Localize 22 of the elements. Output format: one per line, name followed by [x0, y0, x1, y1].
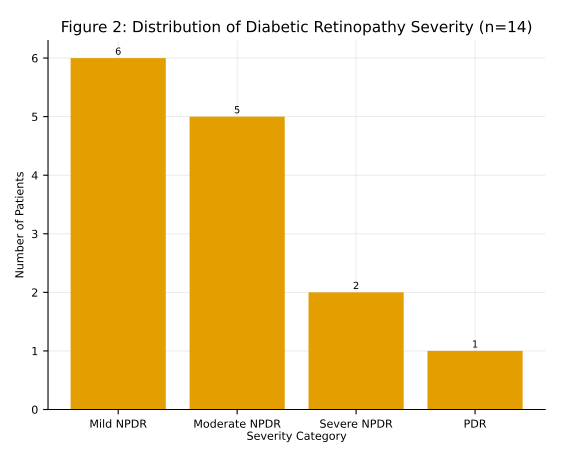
y-axis-title: Number of Patients [14, 172, 24, 278]
y-tick-label: 5 [32, 112, 38, 122]
data-label: 1 [473, 340, 478, 348]
x-axis-title: Severity Category [247, 431, 346, 442]
x-tick-label: Severe NPDR [320, 419, 392, 428]
bar [427, 350, 523, 410]
bar [70, 58, 166, 410]
x-tick-label: Moderate NPDR [194, 419, 281, 428]
bar [308, 292, 404, 410]
x-tick-label: PDR [464, 420, 486, 428]
y-tick-label: 2 [32, 288, 38, 297]
data-label: 2 [354, 282, 358, 289]
y-tick-label: 4 [32, 171, 38, 180]
bar [190, 116, 285, 410]
x-tick-label: Mild NPDR [90, 419, 147, 428]
y-tick-label: 3 [32, 230, 38, 238]
y-tick-label: 0 [32, 405, 38, 414]
data-label: 5 [234, 106, 240, 114]
y-tick-label: 1 [32, 347, 38, 356]
data-label: 6 [116, 47, 121, 55]
y-tick-label: 6 [32, 54, 38, 62]
chart-title: Figure 2: Distribution of Diabetic Retinopathy Severity (n=14) [62, 20, 532, 36]
